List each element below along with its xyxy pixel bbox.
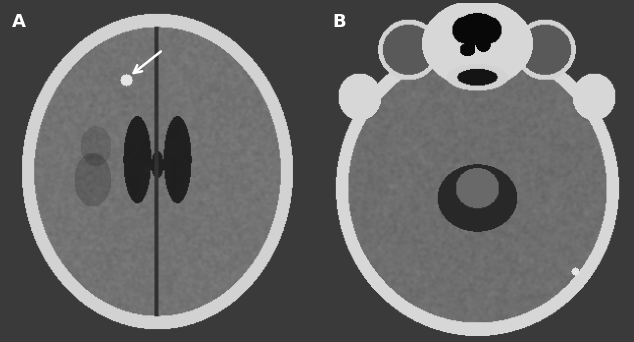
Text: A: A <box>13 13 26 31</box>
Text: B: B <box>333 13 346 31</box>
